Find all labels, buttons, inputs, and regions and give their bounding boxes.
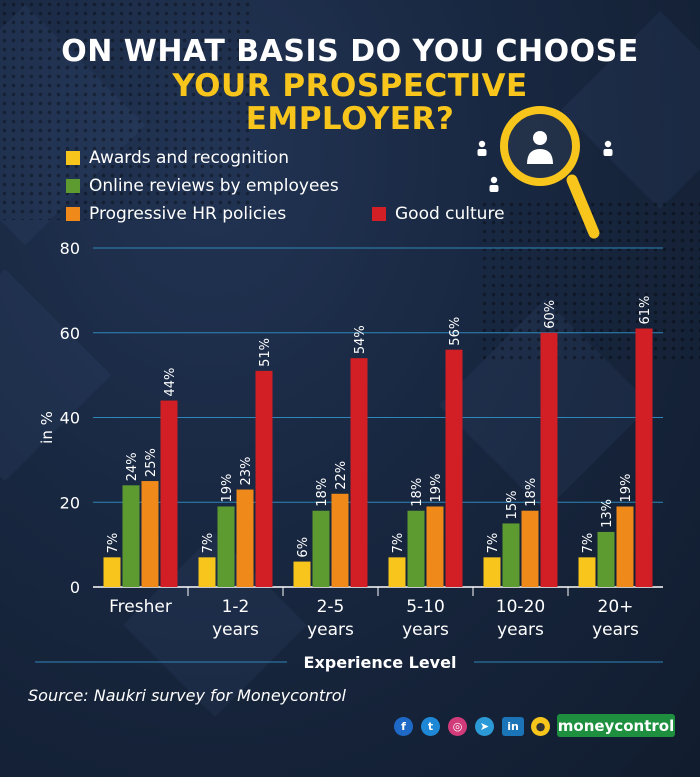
bar-value-label: 61% (638, 296, 653, 325)
koo-icon[interactable]: ● (531, 717, 550, 736)
legend-swatch (372, 207, 386, 221)
magnifier-lens (500, 106, 580, 186)
x-tick-label: Fresher (109, 597, 172, 617)
bar-value-label: 18% (315, 478, 330, 507)
bar (407, 510, 425, 587)
bar (255, 370, 273, 587)
bar-value-label: 24% (125, 452, 140, 481)
bar-value-label: 19% (619, 474, 634, 503)
bar-value-label: 6% (296, 537, 311, 558)
bar (236, 489, 254, 587)
bar-value-label: 18% (410, 478, 425, 507)
bar (597, 531, 615, 587)
bar-value-label: 7% (106, 533, 121, 554)
bar-value-label: 23% (239, 457, 254, 486)
y-tick-label: 80 (60, 239, 80, 258)
bar (312, 510, 330, 587)
person-icon (477, 140, 487, 156)
bar (217, 506, 235, 587)
bar (483, 557, 501, 587)
legend-item-awards: Awards and recognition (66, 148, 289, 168)
x-tick-label: years (212, 620, 259, 640)
brand-logo: moneycontrol (557, 714, 675, 737)
legend-swatch (66, 151, 80, 165)
bar-value-label: 15% (505, 491, 520, 520)
bar (426, 506, 444, 587)
x-axis-label: Experience Level (304, 653, 457, 672)
x-tick-label: 5-10 (406, 597, 445, 617)
bar (198, 557, 216, 587)
legend-item-reviews: Online reviews by employees (66, 176, 339, 196)
bar (616, 506, 634, 587)
magnifier-illustration (477, 106, 613, 239)
bar (578, 557, 596, 587)
bar-value-label: 7% (201, 533, 216, 554)
legend-label: Good culture (395, 204, 505, 224)
magnifier-handle (566, 174, 600, 239)
bar (122, 485, 140, 587)
bar-value-label: 19% (220, 474, 235, 503)
bar-value-label: 51% (258, 338, 273, 367)
telegram-icon[interactable]: ➤ (475, 717, 494, 736)
bar (445, 349, 463, 587)
bar (502, 523, 520, 587)
bar-value-label: 7% (391, 533, 406, 554)
y-tick-label: 20 (60, 493, 80, 512)
bar (350, 358, 368, 587)
bar-value-label: 18% (524, 478, 539, 507)
bar-value-label: 19% (429, 474, 444, 503)
facebook-icon[interactable]: f (394, 717, 413, 736)
x-tick-label: 2-5 (317, 597, 345, 617)
x-tick-label: 20+ (598, 597, 634, 617)
x-tick-label: years (402, 620, 449, 640)
title-line-1: ON WHAT BASIS DO YOU CHOOSE (61, 34, 639, 69)
bar-value-label: 7% (581, 533, 596, 554)
legend-item-culture: Good culture (372, 204, 505, 224)
bar-value-label: 7% (486, 533, 501, 554)
bar-value-label: 60% (543, 300, 558, 329)
x-tick-label: 10-20 (496, 597, 545, 617)
bar (331, 493, 349, 587)
bar (521, 510, 539, 587)
bar (160, 400, 178, 587)
legend-item-hr: Progressive HR policies (66, 204, 286, 224)
bar-value-label: 54% (353, 325, 368, 354)
legend-swatch (66, 207, 80, 221)
person-icon (489, 176, 499, 192)
bar-value-label: 13% (600, 499, 615, 528)
bar (388, 557, 406, 587)
bar-value-label: 22% (334, 461, 349, 490)
x-tick-label: years (497, 620, 544, 640)
bar-value-label: 25% (144, 448, 159, 477)
bar (540, 332, 558, 587)
background-dot-pattern (0, 0, 250, 220)
bar (141, 481, 159, 587)
legend-label: Online reviews by employees (89, 176, 339, 196)
twitter-icon[interactable]: t (421, 717, 440, 736)
x-tick-label: years (592, 620, 639, 640)
y-tick-label: 0 (70, 578, 80, 597)
y-tick-label: 60 (60, 324, 80, 343)
y-axis-label: in % (38, 411, 56, 444)
bar-value-label: 44% (163, 368, 178, 397)
legend-swatch (66, 179, 80, 193)
person-icon (603, 140, 613, 156)
legend-label: Awards and recognition (89, 148, 290, 168)
person-icon (527, 131, 553, 164)
title-line-2: YOUR PROSPECTIVE (172, 68, 528, 104)
title-line-3: EMPLOYER? (245, 101, 455, 137)
source-note: Source: Naukri survey for Moneycontrol (28, 686, 346, 705)
bar (103, 557, 121, 587)
instagram-icon[interactable]: ◎ (448, 717, 467, 736)
legend-label: Progressive HR policies (89, 204, 287, 224)
x-tick-label: years (307, 620, 354, 640)
bar (635, 328, 653, 587)
x-tick-label: 1-2 (222, 597, 250, 617)
bar (293, 561, 311, 587)
bar-value-label: 56% (448, 317, 463, 346)
y-tick-label: 40 (60, 409, 80, 428)
linkedin-icon[interactable]: in (502, 717, 524, 736)
